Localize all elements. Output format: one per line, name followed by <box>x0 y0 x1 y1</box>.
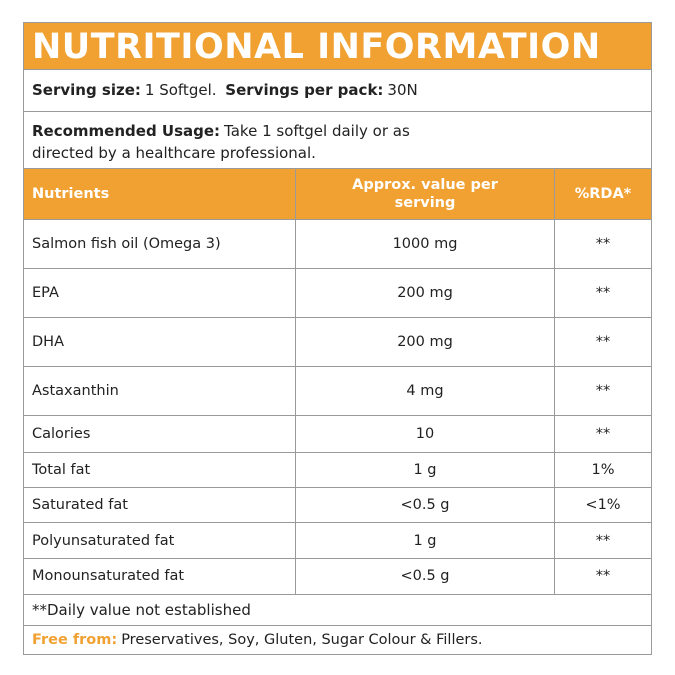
table-cell: Total fat <box>24 452 296 488</box>
table-cell: <1% <box>554 487 651 523</box>
header-cell: Approx. value per serving <box>295 168 555 220</box>
footnote: **Daily value not established <box>24 593 651 625</box>
table-cell: ** <box>554 219 651 269</box>
table-cell: 10 <box>295 415 555 453</box>
table-cell: 4 mg <box>295 366 555 416</box>
free-from-row: Free from: Preservatives, Soy, Gluten, Su… <box>24 624 651 654</box>
usage-row: Recommended Usage: Take 1 softgel daily o… <box>24 111 651 168</box>
table-cell: ** <box>554 268 651 318</box>
table-row: Calories 10 ** <box>24 415 651 453</box>
serving-row: Serving size: 1 Softgel. Servings per pac… <box>24 69 651 111</box>
table-row: Saturated fat <0.5 g <1% <box>24 487 651 523</box>
free-from-text: Preservatives, Soy, Gluten, Sugar Colour… <box>121 631 483 648</box>
table-cell: ** <box>554 317 651 367</box>
table-cell: 1% <box>554 452 651 488</box>
servings-per-pack-label: Servings per pack: <box>225 81 384 99</box>
header-cell: Nutrients <box>24 168 296 220</box>
table-cell: 1000 mg <box>295 219 555 269</box>
table-cell: Astaxanthin <box>24 366 296 416</box>
free-from-label: Free from: <box>32 631 118 648</box>
table-cell: 1 g <box>295 452 555 488</box>
usage-text: Take 1 softgel daily or as directed by a… <box>32 122 410 162</box>
header-cell: %RDA* <box>554 168 651 220</box>
servings-per-pack-value: 30N <box>387 81 418 99</box>
table-cell: 1 g <box>295 522 555 559</box>
table-cell: <0.5 g <box>295 487 555 523</box>
table-cell: Salmon fish oil (Omega 3) <box>24 219 296 269</box>
table-cell: Monounsaturated fat <box>24 558 296 594</box>
table-row: Monounsaturated fat <0.5 g ** <box>24 558 651 594</box>
serving-size-label: Serving size: <box>32 81 141 99</box>
table-row: Astaxanthin 4 mg ** <box>24 366 651 416</box>
nutrient-table: Nutrients Approx. value per serving %RDA* … <box>24 168 651 594</box>
table-row: Polyunsaturated fat 1 g ** <box>24 522 651 559</box>
table-cell: <0.5 g <box>295 558 555 594</box>
table-cell: Polyunsaturated fat <box>24 522 296 559</box>
table-cell: DHA <box>24 317 296 367</box>
table-row: DHA 200 mg ** <box>24 317 651 367</box>
table-cell: EPA <box>24 268 296 318</box>
title: NUTRITIONAL INFORMATION <box>24 23 651 69</box>
header-row: Nutrients Approx. value per serving %RDA* <box>24 168 651 220</box>
usage-label: Recommended Usage: <box>32 122 221 140</box>
table-cell: 200 mg <box>295 317 555 367</box>
table-cell: Calories <box>24 415 296 453</box>
table-row: EPA 200 mg ** <box>24 268 651 318</box>
table-cell: 200 mg <box>295 268 555 318</box>
table-cell: ** <box>554 415 651 453</box>
table-cell: ** <box>554 366 651 416</box>
table-row: Salmon fish oil (Omega 3) 1000 mg ** <box>24 219 651 269</box>
table-cell: Saturated fat <box>24 487 296 523</box>
table-cell: ** <box>554 522 651 559</box>
table-row: Total fat 1 g 1% <box>24 452 651 488</box>
nutrition-panel: NUTRITIONAL INFORMATION Serving size: 1 S… <box>23 22 652 655</box>
table-cell: ** <box>554 558 651 594</box>
serving-size-value: 1 Softgel. <box>144 81 217 99</box>
